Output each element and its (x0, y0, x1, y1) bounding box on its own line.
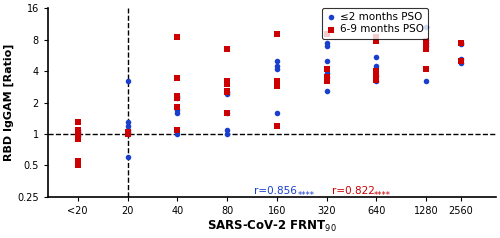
X-axis label: SARS-CoV-2 FRNT$_{90}$: SARS-CoV-2 FRNT$_{90}$ (207, 219, 336, 234)
≤2 months PSO (457, 43, 465, 46)
6-9 months PSO (124, 132, 132, 136)
6-9 months PSO (124, 130, 132, 134)
6-9 months PSO (223, 90, 231, 94)
≤2 months PSO (124, 120, 132, 124)
≤2 months PSO (422, 41, 430, 45)
≤2 months PSO (273, 59, 281, 63)
6-9 months PSO (273, 82, 281, 86)
≤2 months PSO (124, 128, 132, 132)
≤2 months PSO (273, 64, 281, 68)
6-9 months PSO (174, 105, 182, 109)
6-9 months PSO (372, 39, 380, 43)
≤2 months PSO (372, 79, 380, 83)
≤2 months PSO (174, 132, 182, 136)
6-9 months PSO (223, 89, 231, 93)
6-9 months PSO (174, 96, 182, 100)
≤2 months PSO (322, 89, 330, 93)
≤2 months PSO (124, 130, 132, 134)
6-9 months PSO (457, 59, 465, 63)
≤2 months PSO (223, 128, 231, 132)
≤2 months PSO (322, 59, 330, 63)
6-9 months PSO (174, 128, 182, 132)
6-9 months PSO (372, 35, 380, 39)
≤2 months PSO (273, 111, 281, 114)
≤2 months PSO (322, 71, 330, 75)
6-9 months PSO (322, 75, 330, 79)
6-9 months PSO (422, 67, 430, 71)
≤2 months PSO (223, 111, 231, 114)
6-9 months PSO (273, 79, 281, 83)
≤2 months PSO (322, 75, 330, 79)
≤2 months PSO (457, 57, 465, 61)
≤2 months PSO (223, 90, 231, 94)
6-9 months PSO (174, 94, 182, 98)
6-9 months PSO (74, 130, 82, 134)
6-9 months PSO (124, 132, 132, 136)
≤2 months PSO (124, 79, 132, 83)
≤2 months PSO (174, 108, 182, 112)
6-9 months PSO (74, 159, 82, 163)
Text: r=0.856: r=0.856 (254, 186, 298, 196)
6-9 months PSO (372, 69, 380, 73)
≤2 months PSO (422, 79, 430, 83)
6-9 months PSO (372, 78, 380, 82)
Y-axis label: RBD IgGAM [Ratio]: RBD IgGAM [Ratio] (4, 44, 14, 161)
Text: ****: **** (298, 191, 315, 200)
≤2 months PSO (372, 55, 380, 59)
≤2 months PSO (74, 134, 82, 138)
≤2 months PSO (74, 128, 82, 132)
6-9 months PSO (223, 79, 231, 83)
≤2 months PSO (422, 44, 430, 48)
6-9 months PSO (322, 79, 330, 83)
≤2 months PSO (457, 61, 465, 65)
≤2 months PSO (124, 124, 132, 128)
6-9 months PSO (273, 32, 281, 36)
6-9 months PSO (322, 32, 330, 36)
6-9 months PSO (322, 78, 330, 82)
≤2 months PSO (457, 41, 465, 45)
6-9 months PSO (74, 132, 82, 136)
≤2 months PSO (322, 44, 330, 48)
6-9 months PSO (74, 137, 82, 141)
6-9 months PSO (422, 39, 430, 43)
≤2 months PSO (422, 25, 430, 29)
≤2 months PSO (174, 94, 182, 98)
≤2 months PSO (74, 132, 82, 136)
≤2 months PSO (124, 132, 132, 136)
6-9 months PSO (223, 47, 231, 51)
6-9 months PSO (223, 82, 231, 86)
≤2 months PSO (422, 38, 430, 41)
≤2 months PSO (372, 74, 380, 78)
6-9 months PSO (74, 120, 82, 124)
≤2 months PSO (74, 130, 82, 134)
6-9 months PSO (422, 47, 430, 51)
6-9 months PSO (322, 67, 330, 71)
6-9 months PSO (74, 128, 82, 132)
6-9 months PSO (174, 77, 182, 80)
6-9 months PSO (74, 164, 82, 167)
≤2 months PSO (223, 92, 231, 96)
≤2 months PSO (174, 111, 182, 114)
≤2 months PSO (174, 96, 182, 100)
6-9 months PSO (273, 124, 281, 128)
6-9 months PSO (422, 41, 430, 45)
≤2 months PSO (372, 64, 380, 68)
Text: r=0.822: r=0.822 (332, 186, 374, 196)
Text: ****: **** (374, 191, 391, 200)
6-9 months PSO (372, 74, 380, 78)
6-9 months PSO (273, 84, 281, 88)
≤2 months PSO (124, 155, 132, 159)
Legend: ≤2 months PSO, 6-9 months PSO: ≤2 months PSO, 6-9 months PSO (322, 8, 428, 39)
≤2 months PSO (223, 132, 231, 136)
6-9 months PSO (174, 35, 182, 39)
≤2 months PSO (322, 41, 330, 45)
6-9 months PSO (223, 111, 231, 114)
6-9 months PSO (457, 41, 465, 45)
≤2 months PSO (273, 67, 281, 71)
